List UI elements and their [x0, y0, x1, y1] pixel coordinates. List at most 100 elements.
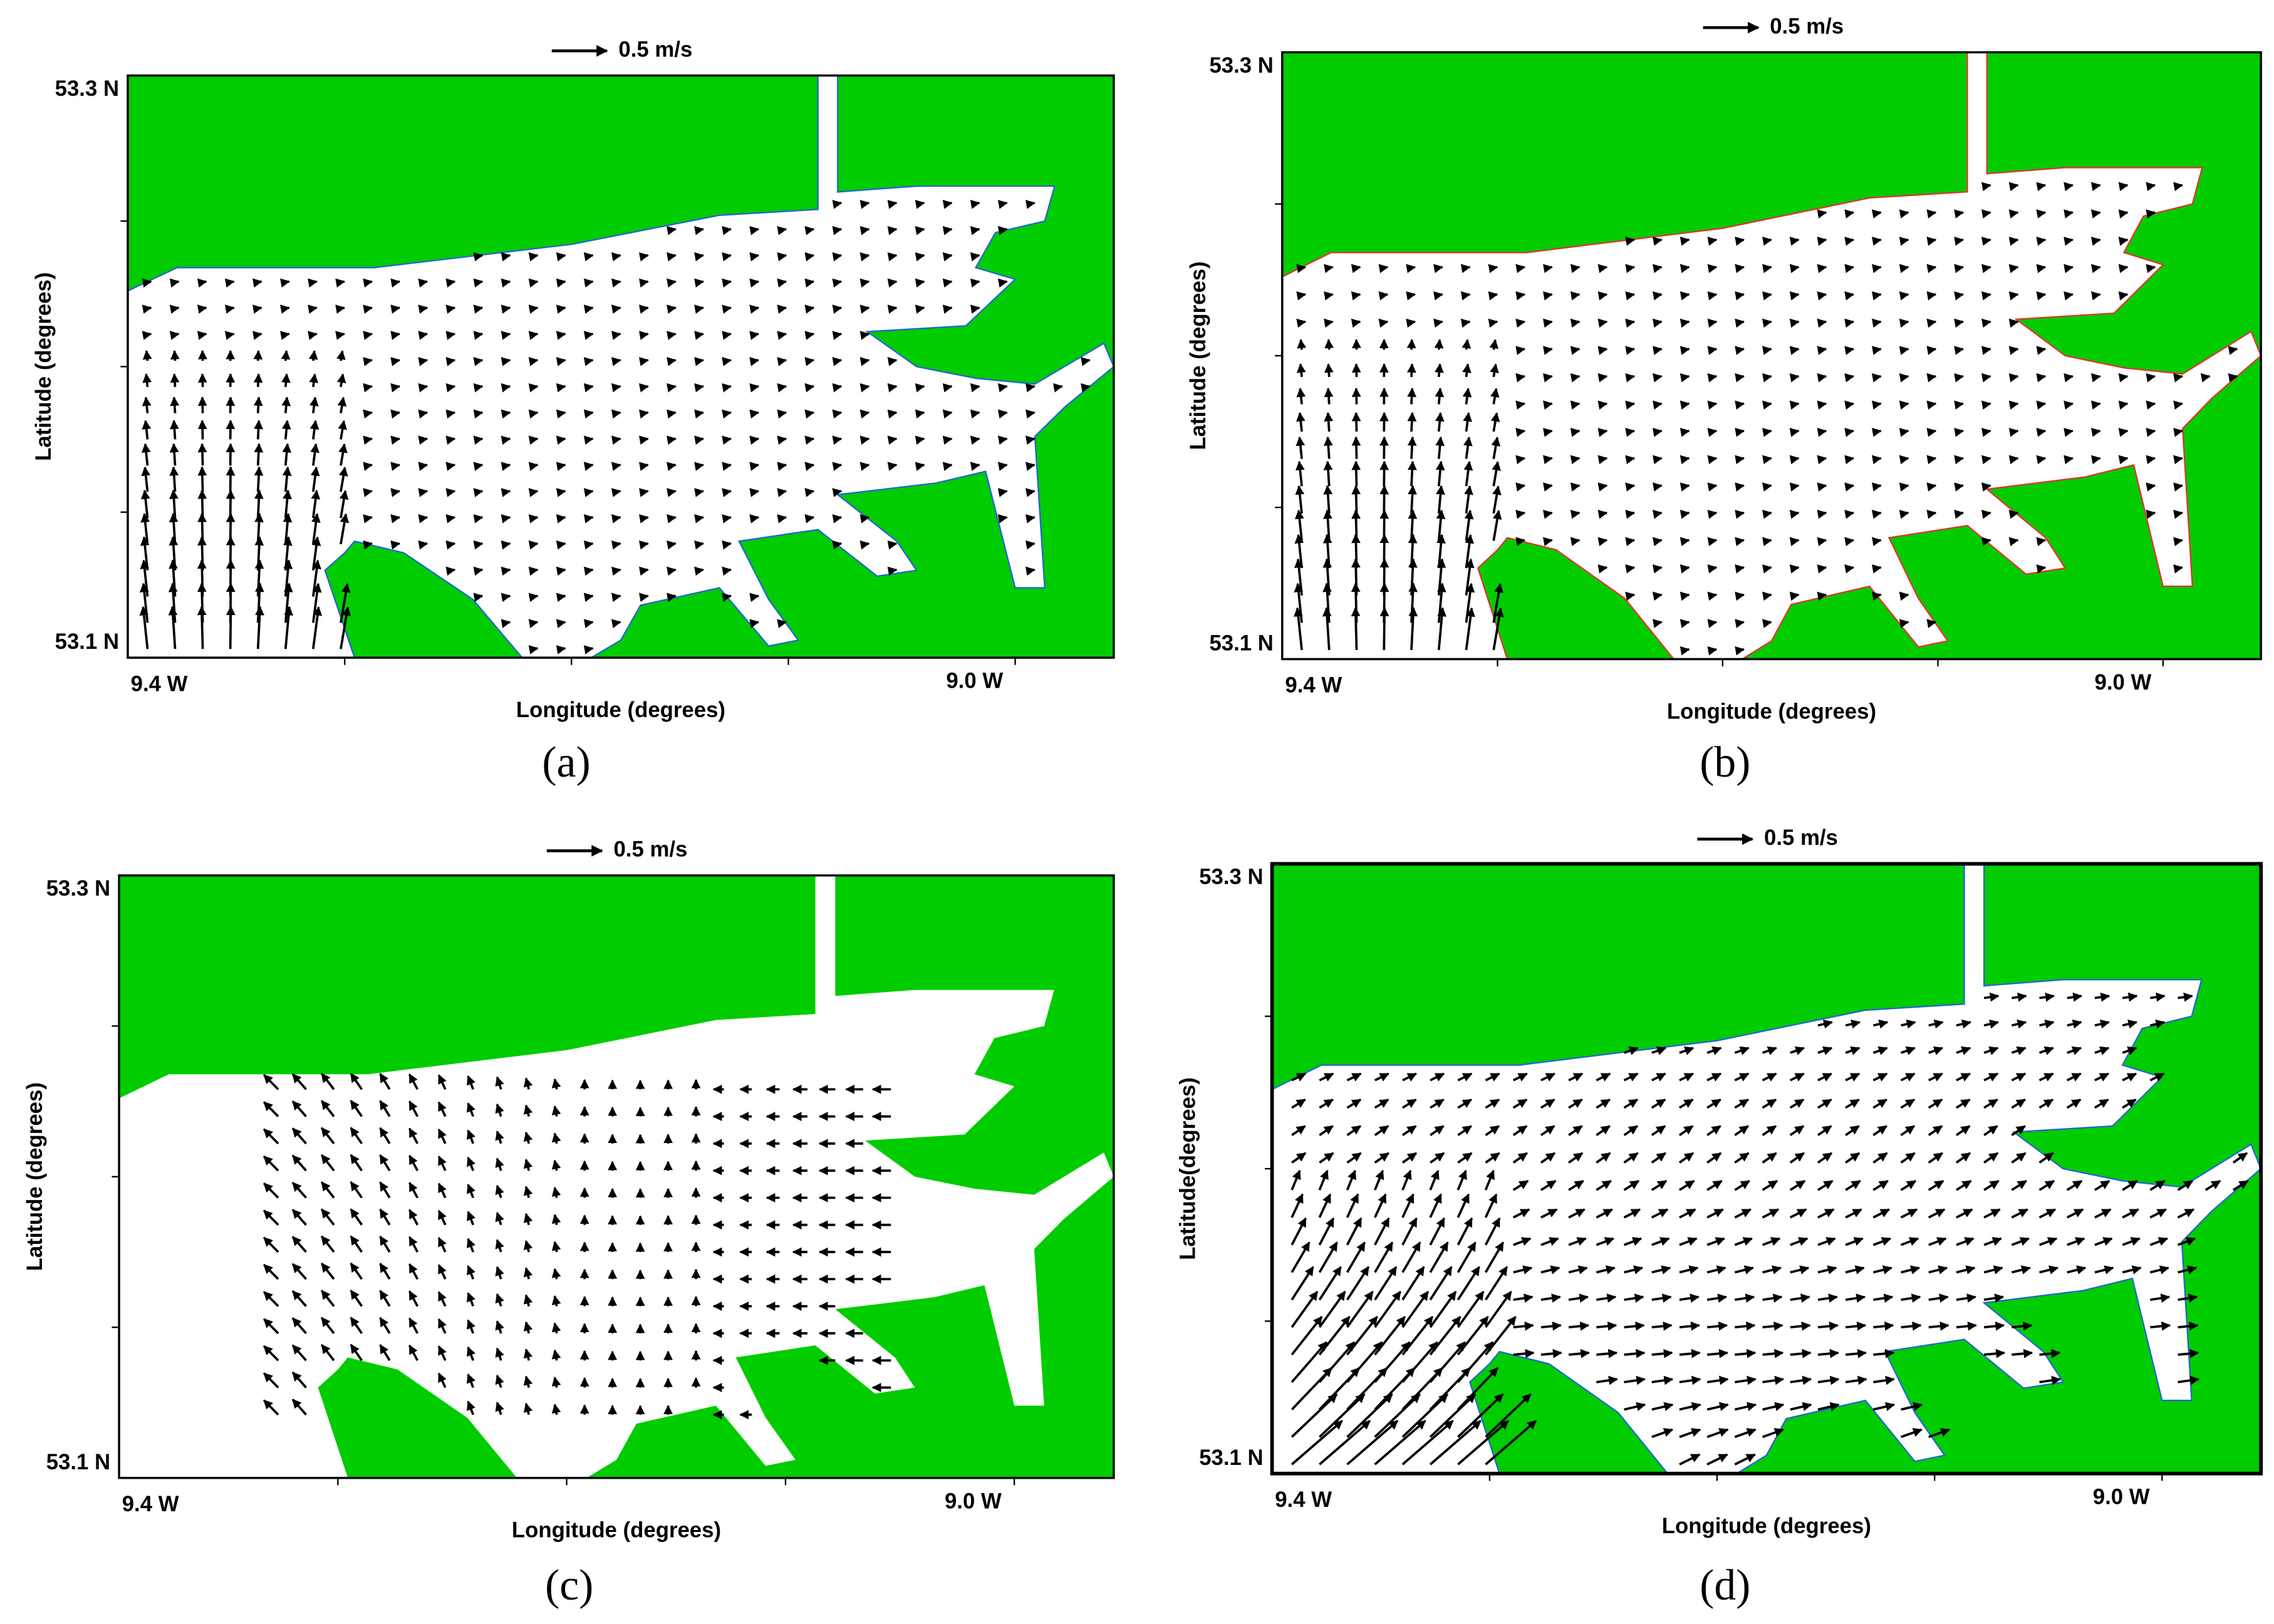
current-vector — [379, 1290, 391, 1307]
current-vector — [1346, 1169, 1356, 1191]
current-vector — [1680, 619, 1690, 628]
current-vector — [1981, 318, 1991, 328]
current-vector — [1290, 1169, 1301, 1191]
current-vector — [551, 1105, 561, 1117]
current-vector — [2064, 400, 2074, 410]
current-vector — [1324, 291, 1334, 301]
current-vector — [168, 582, 178, 623]
current-vector — [1954, 373, 1965, 383]
current-vector — [291, 1181, 307, 1199]
current-vector — [1651, 1099, 1666, 1109]
current-vector — [1981, 373, 1991, 383]
current-vector — [2008, 318, 2019, 328]
current-vector — [1351, 387, 1361, 405]
current-vector — [1570, 373, 1581, 383]
current-vector — [551, 1241, 561, 1253]
current-vector — [1871, 373, 1882, 383]
current-vector — [1515, 373, 1526, 383]
current-vector — [638, 357, 649, 366]
current-vector — [749, 357, 760, 366]
current-vector — [1845, 1046, 1861, 1055]
current-vector — [1624, 1321, 1645, 1331]
current-vector — [467, 1265, 475, 1280]
current-vector — [1429, 1266, 1453, 1301]
current-vector — [1401, 1099, 1417, 1109]
current-vector — [1762, 1179, 1778, 1191]
current-vector — [1625, 318, 1636, 328]
current-vector — [170, 396, 180, 413]
current-vector — [1900, 1125, 1916, 1137]
current-vector — [2122, 1265, 2142, 1275]
current-vector — [832, 383, 843, 393]
current-vector — [1926, 455, 1937, 465]
current-vector — [1346, 1241, 1366, 1273]
current-vector — [694, 566, 705, 576]
current-vector — [1623, 1179, 1640, 1191]
current-vector — [2122, 1208, 2139, 1219]
current-vector — [1981, 400, 1991, 410]
x-tick-label: 9.0 W — [946, 670, 1003, 693]
current-vector — [1625, 400, 1636, 410]
current-vector — [1543, 291, 1553, 301]
current-vector — [1596, 1321, 1617, 1331]
current-vector — [283, 582, 293, 623]
current-vector — [1408, 607, 1418, 650]
current-vector — [350, 1100, 363, 1117]
current-vector — [2090, 428, 2101, 437]
current-vector — [1025, 514, 1036, 524]
current-vector — [583, 645, 594, 654]
current-vector — [523, 1186, 533, 1198]
current-vector — [1734, 1402, 1757, 1412]
current-vector — [1623, 1099, 1639, 1109]
current-vector — [418, 383, 428, 393]
current-vector — [1901, 1402, 1923, 1412]
current-vector — [1817, 1125, 1832, 1137]
current-vector — [1928, 1428, 1951, 1439]
current-vector — [291, 1290, 307, 1307]
current-vector — [523, 1213, 533, 1226]
current-vector — [1844, 564, 1855, 574]
current-vector — [1513, 1237, 1532, 1246]
current-vector — [1346, 1420, 1399, 1466]
y-tick-label: 53.1 N — [1209, 631, 1273, 655]
current-vector — [551, 1186, 561, 1198]
current-vector — [1540, 1125, 1555, 1137]
current-vector — [408, 1290, 419, 1307]
current-vector — [2150, 992, 2166, 1002]
current-vector — [942, 225, 953, 235]
y-axis-title: Latitude(degrees) — [1176, 1077, 1200, 1260]
current-vector — [467, 1184, 475, 1199]
current-vector — [804, 225, 815, 235]
current-vector — [1570, 509, 1581, 519]
current-vector — [1653, 373, 1663, 383]
current-vector — [2039, 1019, 2055, 1029]
current-vector — [197, 420, 207, 440]
current-vector — [1845, 1179, 1861, 1191]
current-vector — [263, 1345, 279, 1362]
current-vector — [832, 225, 843, 235]
current-vector — [281, 373, 291, 388]
current-vector — [1290, 1420, 1343, 1466]
current-vector — [694, 383, 705, 393]
current-vector — [551, 1132, 561, 1144]
current-vector — [1680, 318, 1690, 328]
current-vector — [291, 1263, 307, 1280]
current-vector — [2064, 455, 2074, 465]
current-vector — [390, 357, 401, 366]
current-vector — [1789, 591, 1800, 601]
y-axis-title: Latitude (degrees) — [32, 272, 56, 461]
current-vector — [1844, 318, 1855, 328]
current-vector — [169, 466, 179, 492]
current-vector — [551, 1268, 561, 1280]
current-vector — [1406, 291, 1416, 301]
current-vector — [667, 357, 677, 366]
current-vector — [523, 1239, 533, 1253]
current-vector — [2090, 209, 2101, 219]
current-vector — [2008, 509, 2019, 519]
current-vector — [1817, 428, 1827, 437]
current-vector — [1319, 1393, 1366, 1438]
current-vector — [1401, 1152, 1418, 1164]
current-vector — [1735, 591, 1745, 601]
current-vector — [1429, 1393, 1477, 1438]
current-vector — [1543, 318, 1553, 328]
